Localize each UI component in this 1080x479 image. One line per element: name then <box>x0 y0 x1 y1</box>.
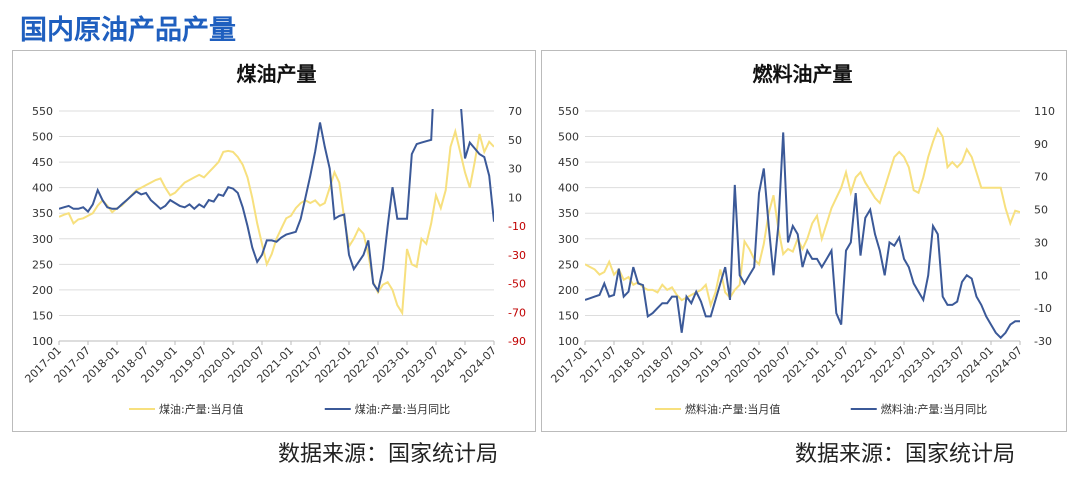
y2-tick-label: 70 <box>508 105 522 118</box>
y-tick-label: 550 <box>558 105 579 118</box>
series-line <box>59 109 494 294</box>
page-title: 国内原油产品产量 <box>20 15 236 46</box>
y2-tick-label: 30 <box>508 163 522 176</box>
y-tick-label: 250 <box>558 258 579 271</box>
y-tick-label: 350 <box>558 207 579 220</box>
y-tick-label: 450 <box>32 156 53 169</box>
legend-label: 燃料油:产量:当月值 <box>685 402 780 416</box>
y-tick-label: 150 <box>32 309 53 322</box>
y2-tick-label: -50 <box>508 278 526 291</box>
legend-label: 燃料油:产量:当月同比 <box>881 402 987 416</box>
source: 数据来源：国家统计局 <box>795 442 1016 467</box>
y-tick-label: 200 <box>558 284 579 297</box>
y-tick-label: 100 <box>558 335 579 348</box>
y-tick-label: 500 <box>558 131 579 144</box>
y2-tick-label: 50 <box>508 134 522 147</box>
y2-tick-label: 10 <box>508 191 522 204</box>
y2-tick-label: 30 <box>1034 236 1048 249</box>
y2-tick-label: -10 <box>1034 302 1052 315</box>
y-tick-label: 350 <box>32 207 53 220</box>
source: 数据来源：国家统计局 <box>278 442 499 467</box>
y-tick-label: 100 <box>32 335 53 348</box>
chart-title: 燃料油产量 <box>753 62 853 86</box>
y2-tick-label: 50 <box>1034 204 1048 217</box>
y2-tick-label: -90 <box>508 335 526 348</box>
series-line <box>585 126 1020 309</box>
y2-tick-label: -10 <box>508 220 526 233</box>
y-tick-label: 450 <box>558 156 579 169</box>
y2-tick-label: 10 <box>1034 269 1048 282</box>
y-tick-label: 250 <box>32 258 53 271</box>
y-tick-label: 200 <box>32 284 53 297</box>
y-tick-label: 150 <box>558 309 579 322</box>
chart: 燃料油产量 100 150 200 250 300 350 400 450 500 550 -30 -1… <box>541 50 1067 432</box>
chart: 煤油产量 100 150 200 250 300 350 400 450 500 550 -90 -70… <box>12 50 536 432</box>
y2-tick-label: 110 <box>1034 105 1055 118</box>
y2-tick-label: 90 <box>1034 138 1048 151</box>
chart-title: 煤油产量 <box>237 62 317 86</box>
y2-tick-label: -70 <box>508 306 526 319</box>
y-tick-label: 400 <box>32 182 53 195</box>
legend-label: 煤油:产量:当月值 <box>159 402 243 416</box>
y-tick-label: 300 <box>32 233 53 246</box>
legend-label: 煤油:产量:当月同比 <box>355 402 450 416</box>
y-tick-label: 550 <box>32 105 53 118</box>
series-line <box>59 127 494 316</box>
y2-tick-label: 70 <box>1034 171 1048 184</box>
series-line <box>585 132 1020 340</box>
y2-tick-label: -30 <box>508 249 526 262</box>
y-tick-label: 300 <box>558 233 579 246</box>
y-tick-label: 500 <box>32 131 53 144</box>
y-tick-label: 400 <box>558 182 579 195</box>
y2-tick-label: -30 <box>1034 335 1052 348</box>
